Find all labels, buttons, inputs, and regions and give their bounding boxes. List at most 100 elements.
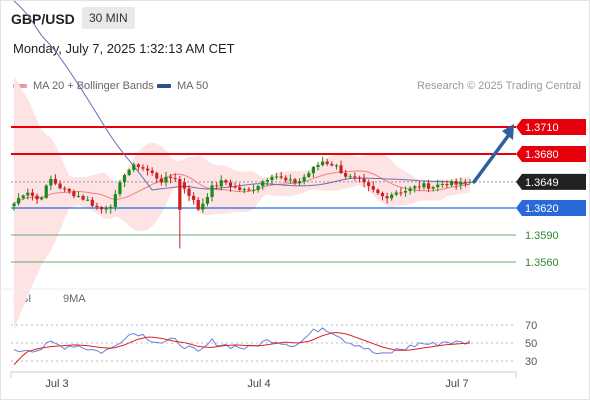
candle-body <box>362 178 366 183</box>
candle <box>367 179 371 192</box>
candle-body <box>113 194 117 207</box>
candle-body <box>380 193 385 197</box>
candle-body <box>219 180 223 187</box>
candle <box>431 185 435 192</box>
candle <box>12 202 16 211</box>
candle <box>408 186 412 195</box>
candle <box>26 188 30 200</box>
candle <box>436 179 440 192</box>
candle-body <box>288 179 292 181</box>
candle-body <box>274 176 279 178</box>
candle-body <box>279 176 283 178</box>
candle-body <box>413 186 417 189</box>
legend-9ma-label: 9MA <box>63 293 86 305</box>
candle-body <box>122 175 127 183</box>
candles-group <box>12 156 472 249</box>
candle-body <box>436 184 440 188</box>
candle-body <box>242 189 246 191</box>
candle <box>288 174 292 184</box>
candle-body <box>376 189 380 194</box>
candle <box>321 156 325 167</box>
candle <box>454 178 458 190</box>
candle <box>63 186 67 193</box>
candle <box>279 171 283 180</box>
candle <box>256 184 260 193</box>
candle-body <box>173 178 177 180</box>
candle-body <box>53 178 58 184</box>
candle-body <box>399 192 403 194</box>
candle-body <box>417 186 421 188</box>
legend-swatch-ma20 <box>13 84 27 89</box>
candle-body <box>390 194 394 199</box>
candle <box>449 179 454 187</box>
candle <box>380 191 385 201</box>
candle <box>86 196 90 202</box>
candle <box>205 193 210 207</box>
candle <box>219 175 223 191</box>
candle-body <box>445 183 449 186</box>
candle <box>228 179 233 192</box>
candle-body <box>454 181 458 185</box>
candle-body <box>118 182 122 195</box>
candle <box>104 205 108 214</box>
candle <box>422 180 426 190</box>
candle-body <box>17 198 21 204</box>
candle <box>413 184 417 193</box>
candle <box>95 202 99 210</box>
chart-datetime: Monday, July 7, 2025 1:32:13 AM CET <box>13 41 235 56</box>
candle-body <box>99 207 104 210</box>
ma50-line <box>13 0 471 191</box>
rsi-tick-70: 70 <box>525 320 537 332</box>
ma20-line <box>13 170 471 204</box>
candle-body <box>81 195 85 200</box>
candle <box>417 181 421 191</box>
candle-body <box>302 176 306 182</box>
candle <box>330 161 334 167</box>
candle-body <box>367 182 371 187</box>
candle <box>316 162 320 171</box>
moving-averages-group <box>13 0 471 204</box>
candle-body <box>247 189 251 191</box>
candle-body <box>311 167 315 174</box>
bollinger-band <box>14 76 470 331</box>
candle-body <box>49 178 53 186</box>
interval-button[interactable]: 30 MIN <box>82 7 135 29</box>
candle-body <box>63 188 67 190</box>
projection-arrow-shaft <box>472 134 510 184</box>
x-tick-label-1: Jul 4 <box>247 378 270 390</box>
level-label-1.3710: 1.3710 <box>525 122 559 134</box>
candle-body <box>307 173 311 177</box>
candle-body <box>67 188 71 192</box>
rsi-panel: 70 50 30 <box>11 320 537 368</box>
level-label-1.3590: 1.3590 <box>525 230 559 242</box>
candle-body <box>344 173 348 177</box>
candle <box>72 189 76 199</box>
candle-body <box>233 186 237 188</box>
chart-header: GBP/USD 30 MIN <box>0 0 590 36</box>
candle-body <box>394 192 398 195</box>
x-axis: Jul 3 Jul 4 Jul 7 <box>10 371 517 390</box>
level-tag-1.3680: 1.3680 <box>516 146 586 162</box>
candle <box>169 173 173 184</box>
level-tag-bg-1.3680 <box>516 146 586 162</box>
candle <box>90 197 94 208</box>
candle-body <box>30 192 35 196</box>
candle <box>21 194 25 200</box>
label-last-price: 1.3649 <box>516 173 586 190</box>
legend-ma-bollinger-label: MA 20 + Bollinger Bands <box>33 80 154 92</box>
candle-body <box>422 183 426 188</box>
rsi-tick-30: 30 <box>525 356 537 368</box>
legend-ma50: MA 50 <box>157 80 208 92</box>
candle-body <box>265 180 269 182</box>
candle-body <box>164 176 168 183</box>
x-tick-label-0: Jul 3 <box>45 378 68 390</box>
legend-9ma: 9MA <box>63 293 86 305</box>
candle-body <box>449 181 454 186</box>
level-tag-1.3710: 1.3710 <box>516 119 586 135</box>
candle-body <box>187 188 191 196</box>
candle-body <box>330 163 334 166</box>
candle <box>284 175 288 184</box>
candle-body <box>408 188 412 191</box>
candle <box>463 178 467 188</box>
x-tick-label-2: Jul 7 <box>445 378 468 390</box>
